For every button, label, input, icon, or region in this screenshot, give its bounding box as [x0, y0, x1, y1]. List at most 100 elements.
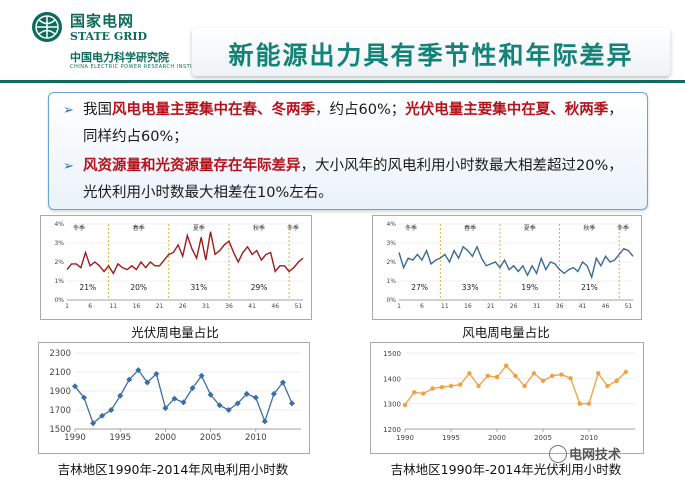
- wind-hours-chart-svg: 1500 1700 1900 2100 2300 1990 1995 2000 2005 2010: [49, 349, 301, 443]
- x-tick-label: 1: [65, 303, 69, 310]
- data-point: [412, 390, 417, 395]
- p1-text-e: ，同样约占60%；: [83, 102, 623, 145]
- data-point: [117, 392, 124, 399]
- x-tick-label: 16: [133, 303, 141, 310]
- x-tick-label: 1: [397, 303, 401, 310]
- p1-text-c: ，约占60%；: [315, 102, 406, 118]
- data-point: [513, 373, 518, 378]
- data-point: [494, 374, 500, 380]
- x-tick-label: 41: [248, 303, 256, 310]
- wind-weekly-chart: 0% 1% 2% 3% 4% 1 6 11 16 21 26 31 36 41 46 51 冬季 春季 夏季 秋季 冬季…: [372, 215, 642, 320]
- x-tick-label: 36: [225, 303, 233, 310]
- data-point: [126, 376, 133, 383]
- x-tick-label: 21: [156, 303, 164, 310]
- x-tick-label: 21: [487, 303, 495, 310]
- data-point: [72, 383, 78, 390]
- data-point: [467, 371, 472, 376]
- y-tick-label: 1200: [383, 426, 401, 434]
- data-point: [577, 401, 582, 406]
- y-tick-label: 3%: [386, 240, 396, 247]
- data-point: [144, 379, 151, 386]
- data-point: [485, 373, 490, 378]
- x-tick-label: 46: [602, 303, 610, 310]
- data-point: [623, 369, 628, 375]
- y-tick-label: 2%: [386, 259, 396, 266]
- season-share-label: 31%: [191, 283, 208, 292]
- data-point: [614, 378, 619, 384]
- x-tick-label: 26: [510, 303, 518, 310]
- season-share-label: 27%: [411, 283, 428, 292]
- x-tick-label: 2010: [245, 433, 267, 443]
- wind-hours-chart: 1500 1700 1900 2100 2300 1990 1995 2000 2005 2010: [38, 342, 310, 454]
- data-point: [559, 372, 564, 377]
- season-label: 冬季: [73, 224, 85, 232]
- data-point: [99, 412, 106, 419]
- x-tick-label: 2000: [155, 433, 177, 443]
- p2-highlight: 风资源量和光资源量存在年际差异: [83, 158, 301, 174]
- y-tick-label: 2%: [54, 259, 64, 266]
- pv-weekly-caption: 光伏周电量占比: [131, 325, 219, 340]
- data-point: [207, 391, 214, 398]
- data-point: [531, 371, 536, 376]
- data-point: [216, 402, 223, 409]
- institute-name-en: CHINA ELECTRIC POWER RESEARCH INSTITUTE: [70, 64, 208, 70]
- series-line: [74, 369, 293, 425]
- pv-hours-chart-svg: 1200 1300 1400 1500 1990 1995 2000 2005 2010: [383, 350, 635, 442]
- y-tick-label: 1700: [49, 406, 71, 416]
- pv-hours-chart: 1200 1300 1400 1500 1990 1995 2000 2005 2010: [370, 342, 644, 454]
- data-point: [162, 405, 169, 412]
- x-tick-label: 51: [625, 303, 633, 310]
- y-tick-label: 1900: [49, 387, 71, 397]
- x-tick-label: 11: [441, 303, 449, 310]
- data-point: [81, 394, 88, 401]
- y-tick-label: 1%: [54, 278, 64, 285]
- x-tick-label: 2000: [488, 434, 506, 442]
- data-point: [261, 418, 268, 425]
- y-tick-label: 1500: [49, 425, 71, 435]
- y-tick-label: 0%: [386, 297, 396, 304]
- x-tick-label: 41: [579, 303, 587, 310]
- data-point: [448, 383, 454, 389]
- x-tick-label: 6: [88, 303, 92, 310]
- data-point: [180, 399, 187, 406]
- wechat-icon: [549, 445, 567, 463]
- header-divider: [0, 80, 685, 83]
- y-tick-label: 2300: [49, 349, 71, 359]
- x-tick-label: 6: [420, 303, 424, 310]
- x-tick-label: 31: [533, 303, 541, 310]
- data-point: [90, 420, 97, 427]
- x-tick-label: 2005: [200, 433, 222, 443]
- data-point: [596, 371, 601, 376]
- p1-highlight-wind: 风电电量主要集中在春、冬两季: [112, 102, 315, 118]
- p1-highlight-solar: 光伏电量主要集中在夏、秋两季: [405, 102, 609, 118]
- summary-paragraph-1: ➢ 我国风电电量主要集中在春、冬两季，约占60%；光伏电量主要集中在夏、秋两季，…: [63, 97, 635, 151]
- season-label: 秋季: [253, 224, 265, 232]
- x-tick-label: 2010: [580, 434, 598, 442]
- data-point: [198, 372, 205, 379]
- pv-weekly-chart: 0% 1% 2% 3% 4% 1 6 11 16 21 26 31 36 41 46 51 冬季 春季 夏季 秋季 冬季…: [40, 215, 312, 320]
- y-tick-label: 4%: [386, 221, 396, 228]
- y-tick-label: 0%: [54, 297, 64, 304]
- p1-text-a: 我国: [83, 102, 112, 118]
- y-tick-label: 4%: [54, 221, 64, 228]
- x-tick-label: 1990: [64, 433, 86, 443]
- data-point: [108, 407, 115, 413]
- wind-hours-caption: 吉林地区1990年-2014年风电利用小时数: [57, 462, 289, 477]
- org-name-cn: 国家电网: [70, 12, 135, 30]
- season-share-label: 29%: [251, 283, 268, 292]
- data-point: [243, 390, 250, 397]
- data-point: [458, 382, 463, 387]
- y-tick-label: 2100: [49, 368, 71, 378]
- arrow-bullet-icon: ➢: [63, 159, 74, 174]
- y-tick-label: 1300: [383, 401, 401, 409]
- watermark-text: 电网技术: [569, 448, 622, 463]
- y-tick-label: 3%: [54, 240, 64, 247]
- data-point: [252, 394, 259, 401]
- data-point: [540, 378, 546, 384]
- arrow-bullet-icon: ➢: [63, 103, 74, 118]
- x-tick-label: 11: [109, 303, 117, 310]
- pv-hours-caption: 吉林地区1990年-2014年光伏利用小时数: [390, 462, 622, 477]
- y-tick-label: 1500: [383, 350, 401, 358]
- data-point: [504, 363, 509, 368]
